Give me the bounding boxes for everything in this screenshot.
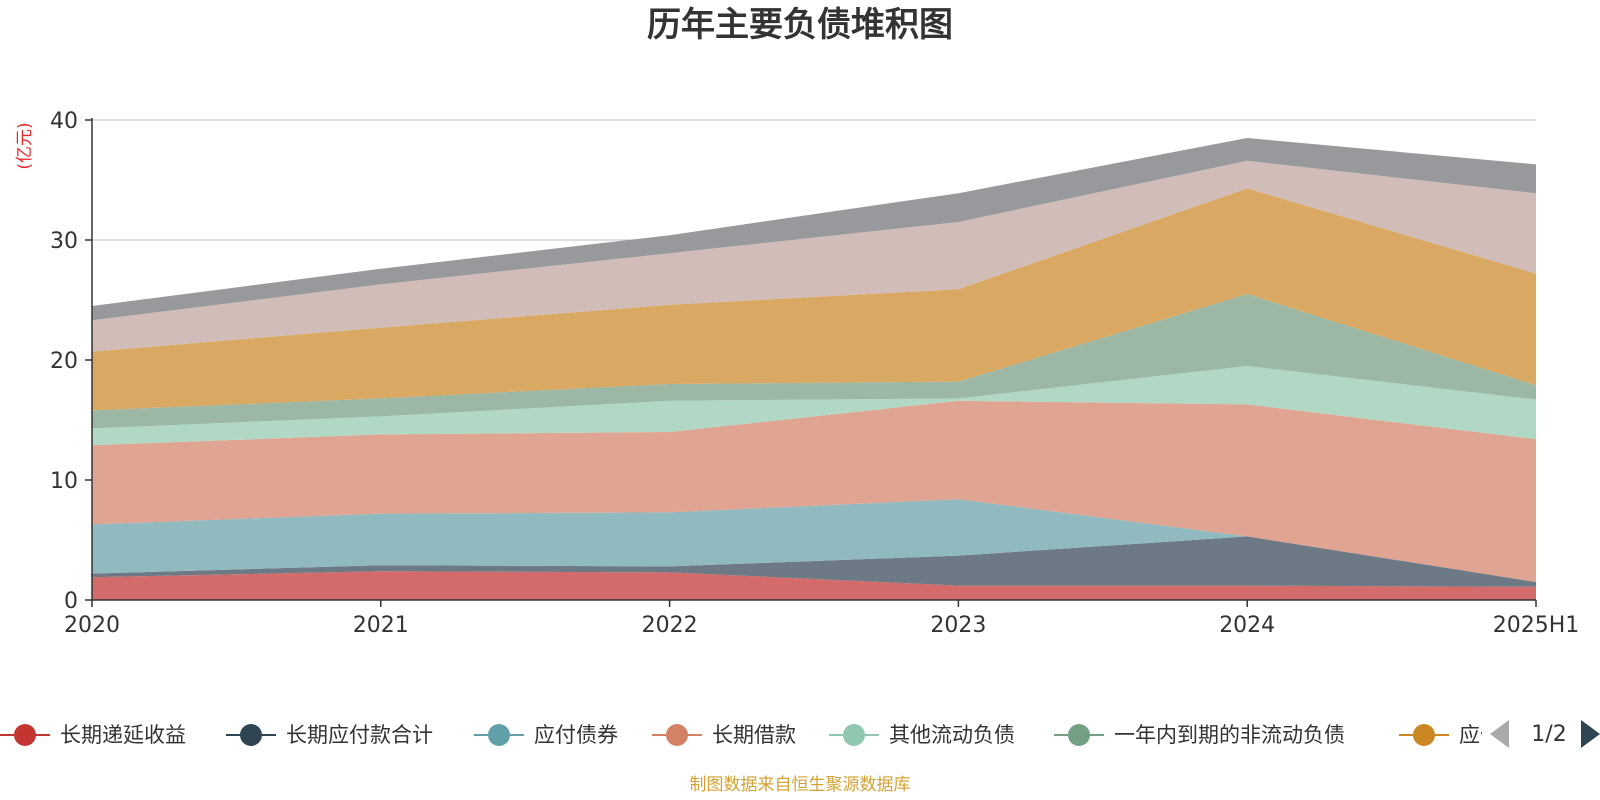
area-series-8 (92, 138, 1536, 321)
x-tick-label: 2022 (642, 613, 698, 638)
area-series-6 (92, 188, 1536, 411)
data-source-note: 制图数据来自恒生聚源数据库 (690, 775, 911, 795)
legend-label: 长期应付款合计 (286, 723, 433, 747)
chart-title: 历年主要负债堆积图 (647, 5, 953, 45)
area-series-1 (92, 536, 1536, 587)
legend-marker-icon (1068, 724, 1090, 746)
area-series-0 (92, 571, 1536, 600)
legend-item[interactable]: 长期递延收益 (0, 723, 186, 747)
legend-label: 应付债券 (534, 723, 618, 747)
y-tick-label: 30 (50, 229, 78, 254)
area-series-2 (92, 499, 1536, 582)
area-series-7 (92, 160, 1536, 352)
legend-label: 应付账款 (1459, 723, 1543, 747)
legend[interactable]: 长期递延收益 长期应付款合计 应付债券 长期借款 其他流动负债 一年内到期的非流动负债 应付… (0, 723, 1543, 747)
legend-item[interactable]: 其他流动负债 (829, 723, 1015, 747)
legend-marker-icon (14, 724, 36, 746)
legend-next-icon[interactable] (1581, 720, 1600, 748)
y-tick-label: 0 (64, 589, 78, 614)
y-tick-label: 20 (50, 349, 78, 374)
legend-marker-icon (240, 724, 262, 746)
x-tick-label: 2020 (64, 613, 120, 638)
x-tick-label: 2025H1 (1493, 613, 1580, 638)
axes (85, 118, 1537, 607)
y-axis-label: (亿元) (15, 122, 35, 169)
legend-item[interactable]: 长期应付款合计 (226, 723, 433, 747)
legend-item[interactable]: 应付债券 (474, 723, 618, 747)
legend-label: 一年内到期的非流动负债 (1114, 723, 1345, 747)
legend-items: 长期递延收益 长期应付款合计 应付债券 长期借款 其他流动负债 一年内到期的非流动负债 应付… (0, 723, 1543, 747)
legend-label: 其他流动负债 (889, 723, 1015, 747)
legend-prev-icon[interactable] (1490, 720, 1509, 748)
y-tick-label: 10 (50, 469, 78, 494)
legend-item[interactable]: 长期借款 (652, 723, 796, 747)
x-tick-label: 2024 (1219, 613, 1275, 638)
legend-item[interactable]: 应付账款 (1399, 723, 1543, 747)
area-series-3 (92, 400, 1536, 582)
legend-marker-icon (488, 724, 510, 746)
area-series-5 (92, 294, 1536, 429)
area-series-4 (92, 366, 1536, 446)
legend-label: 长期借款 (712, 723, 796, 747)
legend-item[interactable]: 一年内到期的非流动负债 (1054, 723, 1345, 747)
legend-label: 长期递延收益 (60, 723, 186, 747)
legend-marker-icon (843, 724, 865, 746)
area-series-group (92, 138, 1536, 600)
legend-marker-icon (1413, 724, 1435, 746)
x-tick-label: 2023 (930, 613, 986, 638)
y-tick-label: 40 (50, 109, 78, 134)
x-tick-label: 2021 (353, 613, 409, 638)
legend-marker-icon (666, 724, 688, 746)
legend-page-indicator: 1/2 (1531, 722, 1566, 747)
y-tick-labels: 0 10 20 30 40 (50, 109, 78, 614)
legend-pager: 1/2 (1490, 720, 1600, 748)
x-tick-labels: 2020 2021 2022 2023 2024 2025H1 (64, 613, 1579, 638)
